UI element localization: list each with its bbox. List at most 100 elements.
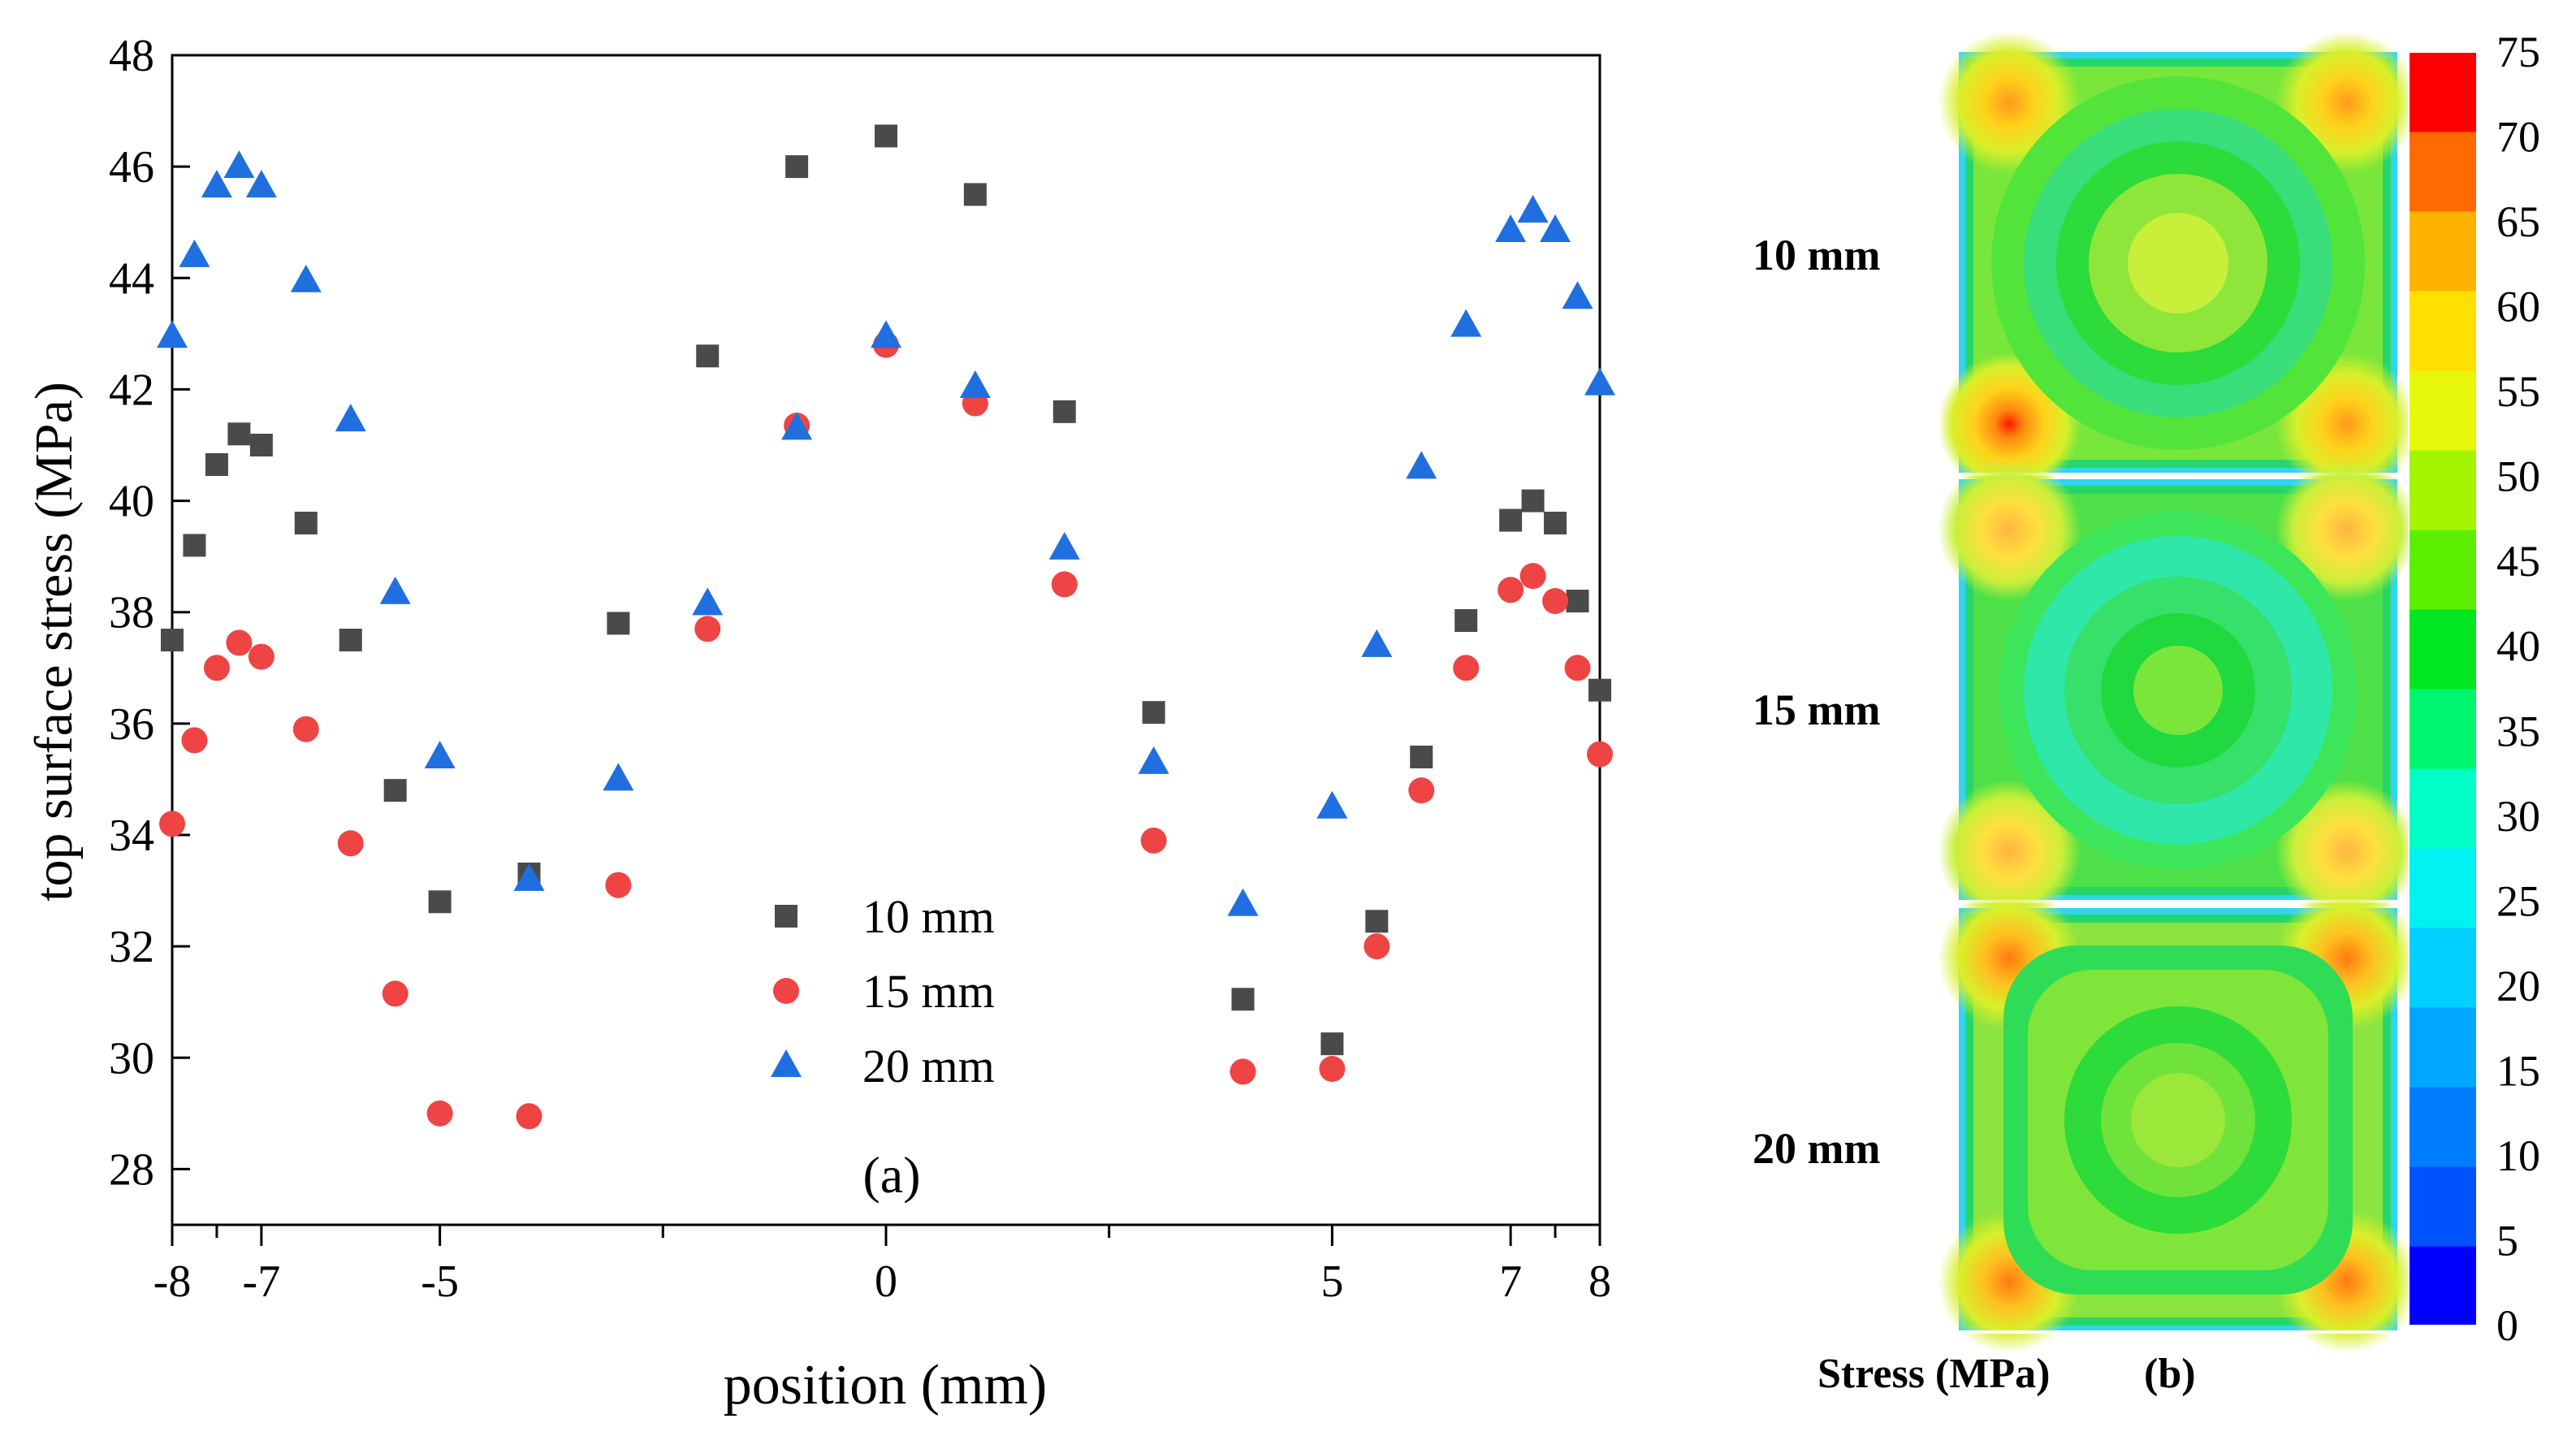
x-axis: -8 -7 -5 0 5 7 8 <box>153 1225 1611 1307</box>
legend: 10 mm 15 mm 20 mm <box>771 890 995 1092</box>
y-tick-label: 28 <box>109 1144 154 1195</box>
data-point <box>696 344 720 368</box>
x-tick-label: -7 <box>243 1256 281 1307</box>
data-point <box>1051 571 1078 598</box>
data-point <box>339 629 362 651</box>
colorbar-tick-label: 5 <box>2496 1216 2518 1265</box>
y-tick-label: 30 <box>109 1033 154 1083</box>
data-point <box>1517 195 1549 223</box>
data-point <box>1230 1058 1256 1085</box>
data-point <box>426 1100 453 1127</box>
colorbar-segment <box>2409 1087 2477 1167</box>
data-point <box>1450 309 1482 337</box>
y-tick-label: 46 <box>109 142 154 192</box>
data-point <box>1587 741 1613 768</box>
legend-marker <box>773 978 799 1004</box>
colorbar-segment <box>2409 291 2477 371</box>
map-center <box>2128 213 2228 314</box>
x-tick-label: 7 <box>1499 1256 1522 1307</box>
data-point <box>1142 701 1165 724</box>
data-point <box>1052 400 1076 423</box>
x-tick-label: 0 <box>875 1256 897 1307</box>
data-point <box>245 170 277 198</box>
colorbar-segment <box>2409 1007 2477 1088</box>
data-point <box>1495 214 1527 242</box>
colorbar-segment <box>2409 211 2477 292</box>
data-point <box>692 587 724 616</box>
data-point <box>383 779 407 802</box>
y-tick-label: 44 <box>109 253 154 304</box>
data-point <box>157 320 188 348</box>
map-corner-hotspot <box>1938 780 2081 923</box>
data-point <box>382 980 408 1007</box>
map-separator <box>1959 473 2397 476</box>
data-point <box>1521 489 1545 513</box>
colorbar-tick-label: 20 <box>2496 962 2540 1010</box>
data-point <box>203 655 230 681</box>
y-axis: 28 30 32 34 36 38 40 42 44 46 48 <box>109 31 190 1195</box>
data-point <box>201 170 232 198</box>
data-point <box>205 453 228 476</box>
data-point <box>1316 790 1348 819</box>
data-point <box>959 370 991 398</box>
data-point <box>1227 888 1259 916</box>
map-label: 20 mm <box>1753 1124 1880 1173</box>
colorbar-tick-label: 45 <box>2496 537 2540 586</box>
data-point <box>694 616 721 642</box>
y-axis-label: top surface stress (MPa) <box>24 382 84 902</box>
colorbar-frame <box>2408 51 2478 1326</box>
heatmap-panel: 10 mm 15 mm 20 mm 0 5 10 15 20 25 30 35 40 45 50 55 60… <box>1753 28 2540 1397</box>
map-center <box>2133 646 2223 735</box>
colorbar-segment <box>2409 370 2477 451</box>
series-15-mm <box>159 331 1613 1130</box>
y-tick-label: 34 <box>109 811 154 861</box>
data-point <box>292 716 319 742</box>
data-point <box>183 534 206 557</box>
data-point <box>1544 512 1567 534</box>
colorbar-segment <box>2409 768 2477 849</box>
data-point <box>1410 746 1433 768</box>
data-points <box>157 124 1615 1130</box>
data-point <box>1453 655 1480 681</box>
data-point <box>1540 214 1571 242</box>
colorbar-segment <box>2409 689 2477 769</box>
y-tick-label: 32 <box>109 922 154 972</box>
data-point <box>1498 577 1524 603</box>
data-point <box>161 629 184 651</box>
colorbar-tick-label: 0 <box>2496 1301 2518 1350</box>
data-point <box>1519 563 1546 590</box>
map-separator <box>1959 900 2397 903</box>
data-point <box>1584 367 1615 396</box>
data-point <box>424 741 456 768</box>
panel-label-a: (a) <box>862 1146 920 1204</box>
legend-label: 10 mm <box>862 890 995 943</box>
series-10-mm <box>161 124 1611 1056</box>
map-label: 10 mm <box>1753 231 1880 279</box>
colorbar-tick-label: 10 <box>2496 1131 2540 1180</box>
data-point <box>513 863 545 891</box>
colorbar-segment <box>2409 530 2477 610</box>
data-point <box>249 434 273 456</box>
data-point <box>1499 508 1523 532</box>
data-point <box>607 612 630 635</box>
data-point <box>785 155 809 179</box>
map-corner-hotspot <box>2276 780 2418 923</box>
colorbar-tick-label: 30 <box>2496 792 2540 841</box>
data-point <box>179 239 210 267</box>
data-point <box>223 150 255 179</box>
colorbar: 0 5 10 15 20 25 30 35 40 45 50 55 60 65 70 75 <box>2408 28 2540 1350</box>
y-tick-label: 38 <box>109 588 154 638</box>
data-point <box>1365 910 1389 933</box>
data-point <box>1566 590 1589 612</box>
scatter-panel: 28 30 32 34 36 38 40 42 44 46 48 -8 -7 -5 0 5 7 8 top su… <box>24 31 1615 1417</box>
colorbar-tick-label: 65 <box>2496 197 2540 246</box>
colorbar-tick-label: 35 <box>2496 707 2540 755</box>
y-tick-label: 36 <box>109 699 154 750</box>
stress-map-15-mm: 15 mm <box>1753 458 2418 923</box>
colorbar-segment <box>2409 450 2477 530</box>
data-point <box>226 629 253 656</box>
data-point <box>428 890 452 914</box>
colorbar-tick-label: 75 <box>2496 28 2540 76</box>
data-point <box>1562 281 1593 309</box>
